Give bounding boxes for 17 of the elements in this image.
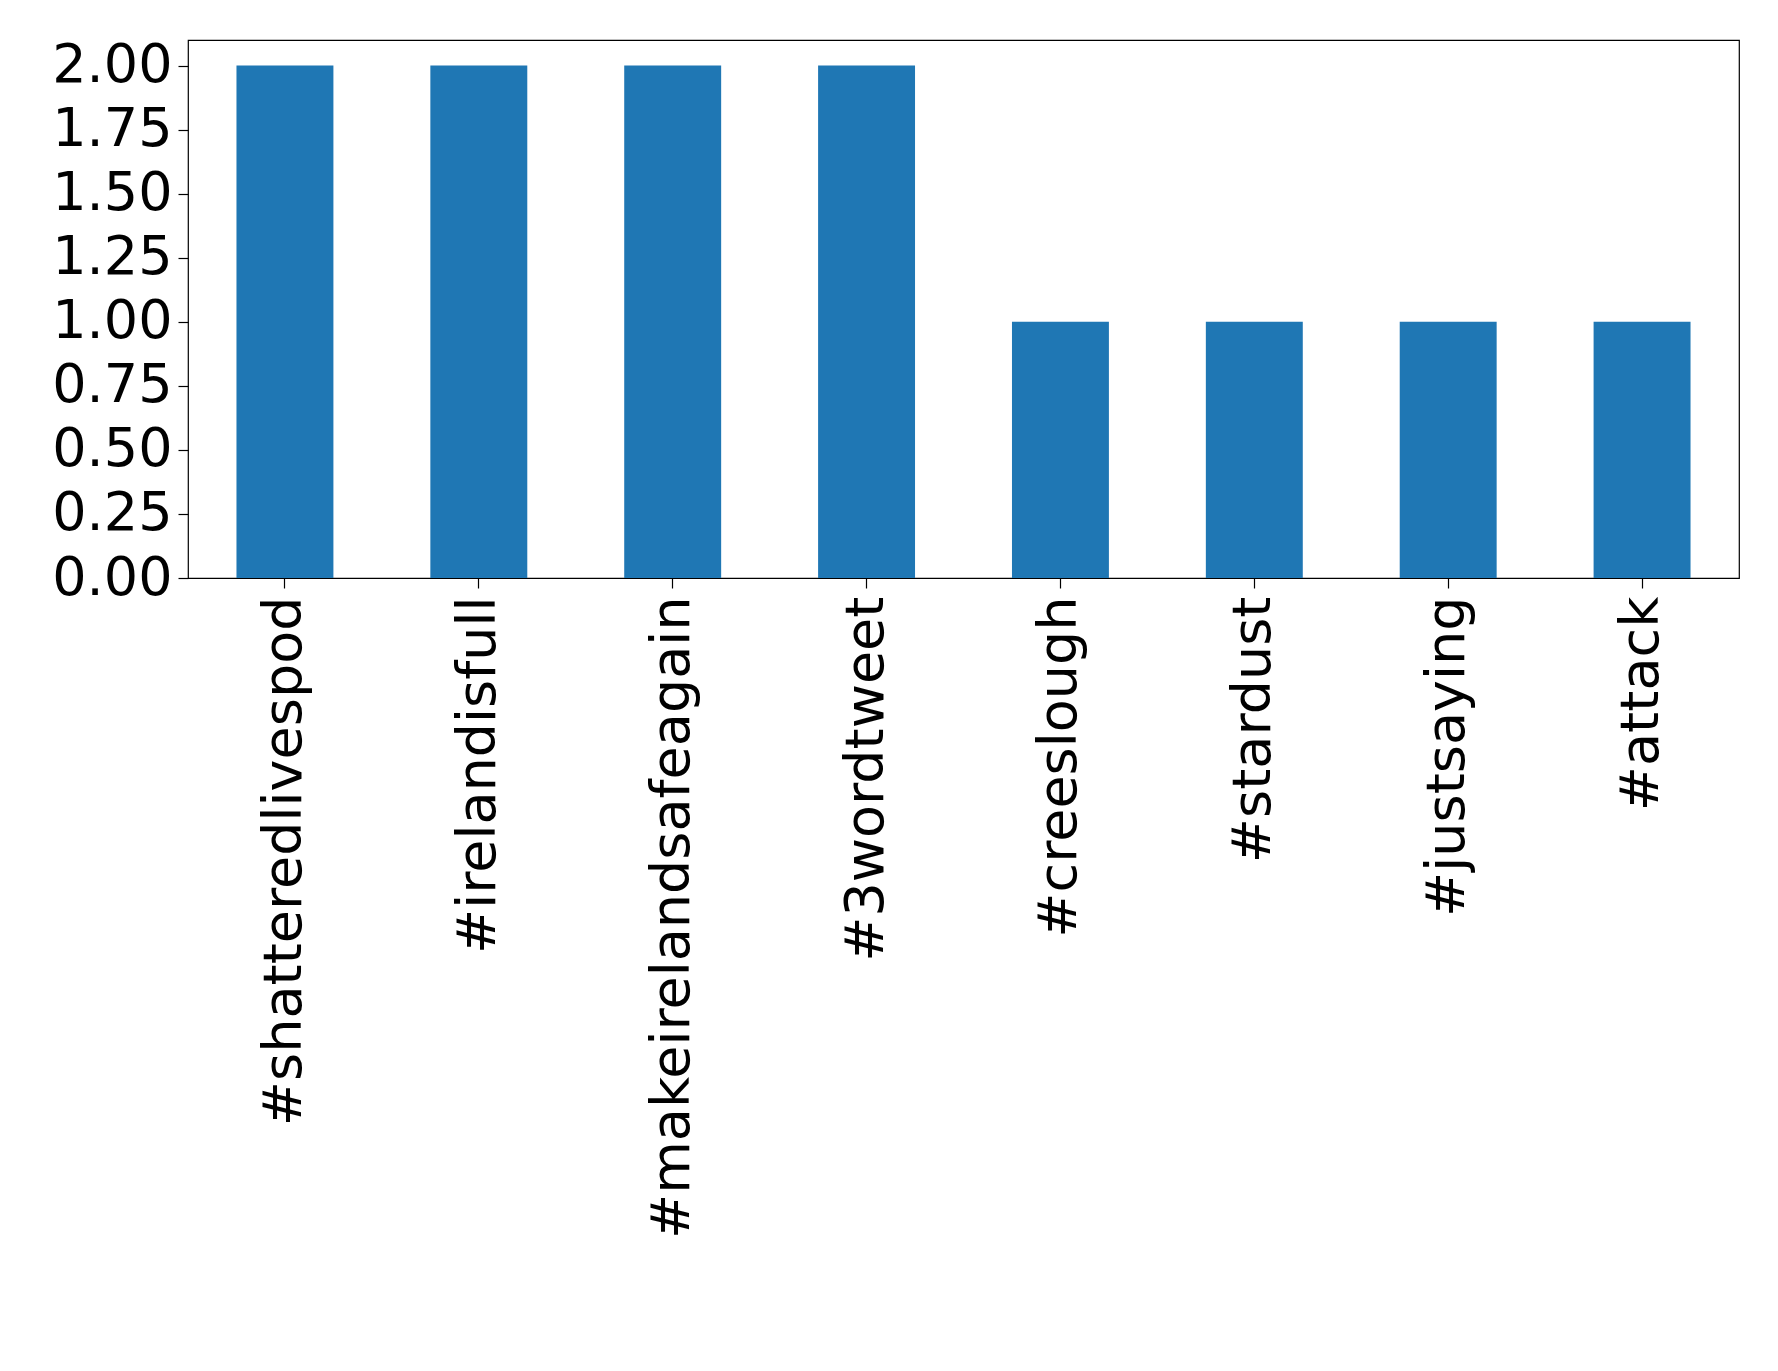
y-tick-label: 1.25 <box>52 224 173 288</box>
x-tick-label: #shatteredlivespod <box>250 596 314 1127</box>
y-tick-label: 0.00 <box>52 544 173 608</box>
x-tick-label: #creeslough <box>1026 596 1090 938</box>
x-tick-label: #justsaying <box>1414 596 1478 917</box>
y-tick-label: 2.00 <box>52 32 173 96</box>
y-tick-label: 0.25 <box>52 480 173 544</box>
y-tick-label: 0.75 <box>52 352 173 416</box>
x-tick-label: #stardust <box>1220 596 1284 864</box>
y-tick-label: 0.50 <box>52 416 173 480</box>
x-tick-label: #attack <box>1608 595 1672 812</box>
x-tick-label: #makeirelandsafeagain <box>638 596 702 1239</box>
x-tick-label: #irelandisfull <box>444 596 508 954</box>
y-tick-label: 1.00 <box>52 288 173 352</box>
x-tick-label: #3wordtweet <box>832 596 896 962</box>
y-tick-label: 1.75 <box>52 96 173 160</box>
y-tick-label: 1.50 <box>52 160 173 224</box>
